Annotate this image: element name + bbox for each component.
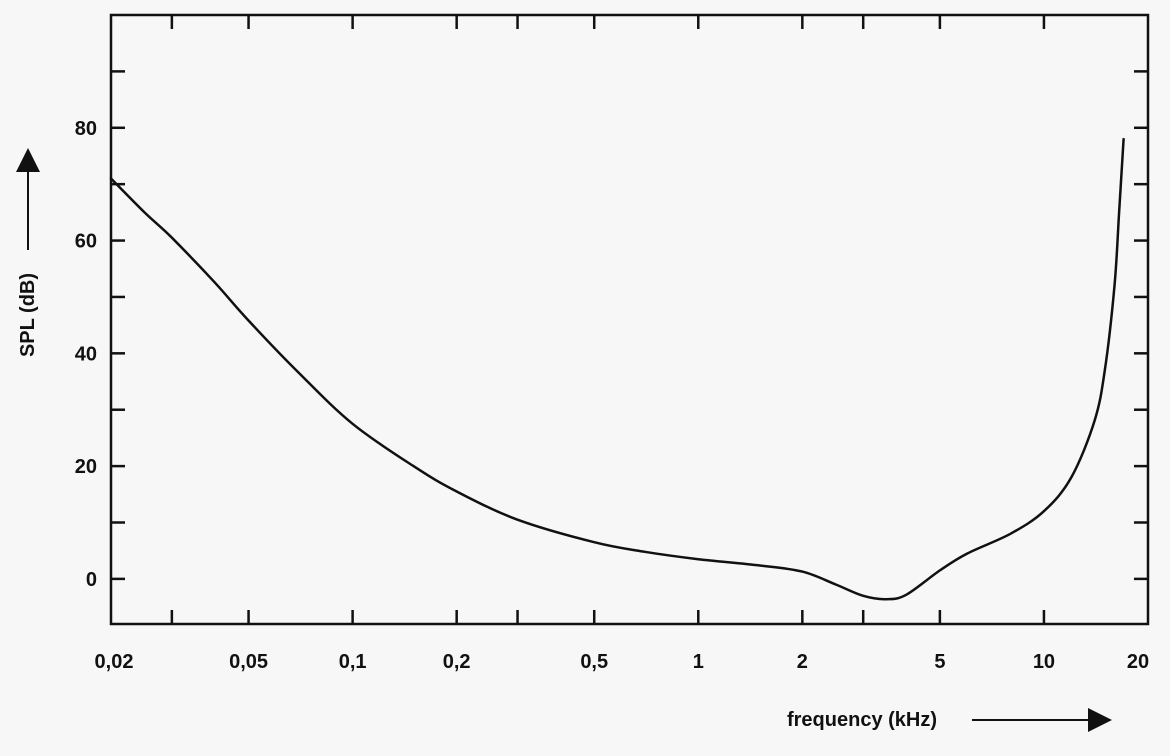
x-tick-label: 0,05 <box>229 651 268 673</box>
x-tick-labels: 0,02 0,05 0,1 0,2 0,5 1 2 5 10 20 <box>95 651 1150 673</box>
x-tick-label: 2 <box>797 651 808 673</box>
y-tick-labels: 0 20 40 60 80 <box>75 118 97 591</box>
plot-frame <box>109 13 1150 626</box>
x-tick-label: 0,2 <box>443 651 471 673</box>
y-axis-title: SPL (dB) <box>17 273 39 357</box>
axis-ticks <box>111 15 1148 624</box>
x-tick-label: 10 <box>1033 651 1055 673</box>
y-tick-label: 40 <box>75 343 97 365</box>
y-tick-label: 60 <box>75 231 97 253</box>
x-tick-label: 0,5 <box>580 651 608 673</box>
x-tick-label: 5 <box>934 651 945 673</box>
y-axis-arrow <box>16 148 40 250</box>
x-axis-title: frequency (kHz) <box>787 709 937 731</box>
x-tick-label: 1 <box>693 651 704 673</box>
x-tick-label: 0,1 <box>339 651 367 673</box>
y-tick-label: 0 <box>86 569 97 591</box>
threshold-curve <box>109 137 1125 601</box>
y-tick-label: 80 <box>75 118 97 140</box>
x-tick-label: 0,02 <box>95 651 134 673</box>
x-axis-arrow <box>972 708 1112 732</box>
y-tick-label: 20 <box>75 456 97 478</box>
x-tick-label: 20 <box>1127 651 1149 673</box>
